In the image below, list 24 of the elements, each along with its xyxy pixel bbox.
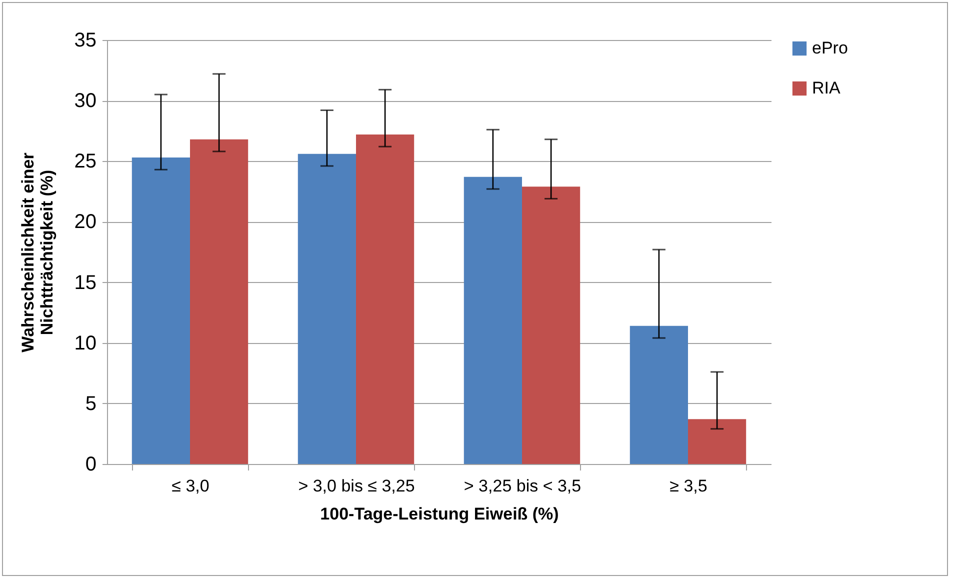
legend-label: RIA bbox=[812, 78, 841, 98]
bar bbox=[630, 326, 688, 464]
x-tick-label: > 3,0 bis ≤ 3,25 bbox=[298, 476, 415, 496]
legend-label: ePro bbox=[812, 38, 848, 58]
bar bbox=[356, 134, 414, 464]
y-tick-label: 5 bbox=[85, 392, 96, 415]
bar bbox=[190, 139, 248, 464]
bar bbox=[522, 186, 580, 464]
x-axis-title: 100-Tage-Leistung Eiweiß (%) bbox=[320, 504, 559, 524]
bar bbox=[298, 154, 356, 464]
bar bbox=[132, 158, 190, 464]
bar bbox=[464, 176, 522, 464]
y-tick-label: 15 bbox=[74, 272, 96, 294]
y-tick-label: 0 bbox=[85, 454, 96, 476]
y-tick-label: 25 bbox=[74, 150, 96, 173]
y-tick-label: 20 bbox=[74, 211, 96, 234]
x-tick-label: > 3,25 bis < 3,5 bbox=[464, 476, 582, 496]
y-tick-label: 35 bbox=[74, 30, 96, 52]
x-tick-label: ≥ 3,5 bbox=[670, 476, 708, 496]
y-tick-label: 30 bbox=[74, 90, 96, 112]
bar bbox=[688, 419, 746, 464]
y-axis-title: Wahrscheinlichkeit einer Nichtträchtigkeit (%) bbox=[18, 152, 56, 352]
x-tick-label: ≤ 3,0 bbox=[172, 476, 210, 496]
y-tick-label: 10 bbox=[74, 332, 96, 354]
